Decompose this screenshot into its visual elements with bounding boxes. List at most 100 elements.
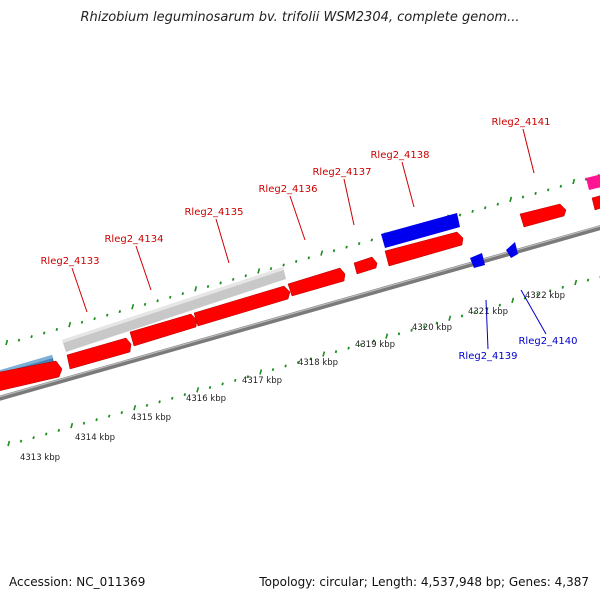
minor-tick: [143, 302, 147, 306]
minor-tick: [307, 256, 311, 260]
map-title: Rhizobium leguminosarum bv. trifolii WSM…: [80, 10, 520, 25]
minor-tick: [410, 328, 413, 332]
minor-tick: [536, 292, 539, 296]
minor-tick: [17, 338, 21, 342]
gene-feature-forward-7: [384, 231, 464, 267]
label-leader-line: [71, 267, 88, 313]
gene-feature-reverse-1: [381, 213, 460, 248]
minor-tick: [359, 343, 363, 347]
minor-tick: [460, 314, 464, 318]
gene-feature-forward-1: [0, 360, 63, 391]
minor-tick: [294, 259, 298, 263]
minor-tick: [246, 375, 250, 379]
scale-label: 4321 kbp: [468, 307, 508, 317]
minor-tick: [345, 245, 348, 249]
scale-label: 4317 kbp: [242, 376, 282, 386]
minor-tick: [435, 321, 439, 325]
inner-tick-ring: [7, 275, 600, 447]
label-leader-line: [485, 299, 489, 350]
scale-label: 4318 kbp: [298, 358, 338, 368]
major-tick: [194, 286, 198, 292]
minor-tick: [271, 368, 275, 372]
major-tick: [509, 196, 513, 203]
minor-tick: [548, 289, 552, 293]
minor-tick: [498, 303, 502, 307]
gene-feature-reverse-3: [506, 242, 518, 258]
minor-tick: [473, 310, 476, 314]
minor-tick: [372, 339, 376, 343]
scale-label: 4322 kbp: [525, 291, 565, 301]
major-tick: [572, 178, 576, 185]
minor-tick: [183, 393, 187, 397]
minor-tick: [181, 292, 185, 296]
minor-tick: [521, 195, 525, 199]
minor-tick: [282, 263, 285, 267]
gene-feature-pseudo: [62, 267, 286, 352]
minor-tick: [244, 274, 248, 278]
minor-tick: [105, 313, 109, 317]
label-leader-line: [343, 178, 355, 226]
minor-tick: [561, 285, 565, 289]
gene-label[interactable]: Rleg2_4133: [40, 256, 99, 267]
minor-tick: [357, 242, 361, 246]
minor-tick: [221, 382, 224, 386]
outer-tick-ring: [5, 174, 600, 346]
major-tick: [322, 351, 326, 357]
major-tick: [385, 333, 389, 339]
minor-tick: [269, 267, 273, 271]
minor-tick: [206, 284, 210, 289]
minor-tick: [32, 436, 35, 440]
gene-feature-forward-8: [519, 203, 567, 228]
gene-label[interactable]: Rleg2_4136: [258, 184, 317, 195]
minor-tick: [296, 360, 300, 364]
major-tick: [196, 387, 200, 393]
gene-feature-forward-2: [66, 337, 132, 370]
major-tick: [511, 297, 515, 304]
major-tick: [68, 321, 72, 328]
minor-tick: [44, 432, 48, 436]
minor-tick: [57, 428, 61, 432]
major-tick: [5, 339, 9, 346]
label-leader-line: [215, 218, 230, 264]
major-tick: [133, 405, 137, 411]
minor-tick: [231, 277, 235, 281]
gene-feature-forward-9: [591, 195, 600, 211]
minor-tick: [546, 188, 550, 192]
scale-label: 4320 kbp: [412, 323, 452, 333]
minor-tick: [496, 202, 500, 206]
gene-feature-other: [586, 174, 600, 190]
gene-label[interactable]: Rleg2_4140: [518, 336, 577, 347]
gene-label[interactable]: Rleg2_4141: [491, 117, 550, 128]
minor-tick: [118, 310, 122, 314]
accession-text: Accession: NC_011369: [9, 575, 146, 589]
minor-tick: [422, 325, 426, 329]
gene-label[interactable]: Rleg2_4134: [104, 234, 163, 245]
minor-tick: [309, 357, 313, 361]
genome-summary-text: Topology: circular; Length: 4,537,948 bp…: [259, 575, 589, 589]
label-leader-line: [522, 128, 535, 174]
gene-label[interactable]: Rleg2_4137: [312, 167, 371, 178]
minor-tick: [120, 411, 124, 415]
major-tick: [574, 279, 578, 286]
gene-feature-forward-4: [193, 285, 291, 327]
gene-feature-reverse-2: [470, 253, 485, 268]
gene-label[interactable]: Rleg2_4135: [184, 207, 243, 218]
minor-tick: [347, 346, 350, 350]
major-tick: [320, 250, 324, 256]
gene-label[interactable]: Rleg2_4139: [458, 351, 517, 362]
minor-tick: [334, 350, 338, 354]
label-leader-line: [401, 161, 415, 208]
label-leaders: [71, 128, 547, 350]
minor-tick: [42, 331, 46, 335]
minor-tick: [485, 307, 489, 311]
major-tick: [131, 304, 135, 310]
minor-tick: [168, 295, 172, 299]
scale-label: 4314 kbp: [75, 433, 115, 443]
minor-tick: [586, 278, 590, 282]
minor-tick: [156, 299, 159, 303]
minor-tick: [233, 378, 237, 382]
minor-tick: [158, 400, 161, 404]
gene-label[interactable]: Rleg2_4138: [370, 150, 429, 161]
minor-tick: [458, 213, 462, 217]
minor-tick: [332, 249, 336, 253]
